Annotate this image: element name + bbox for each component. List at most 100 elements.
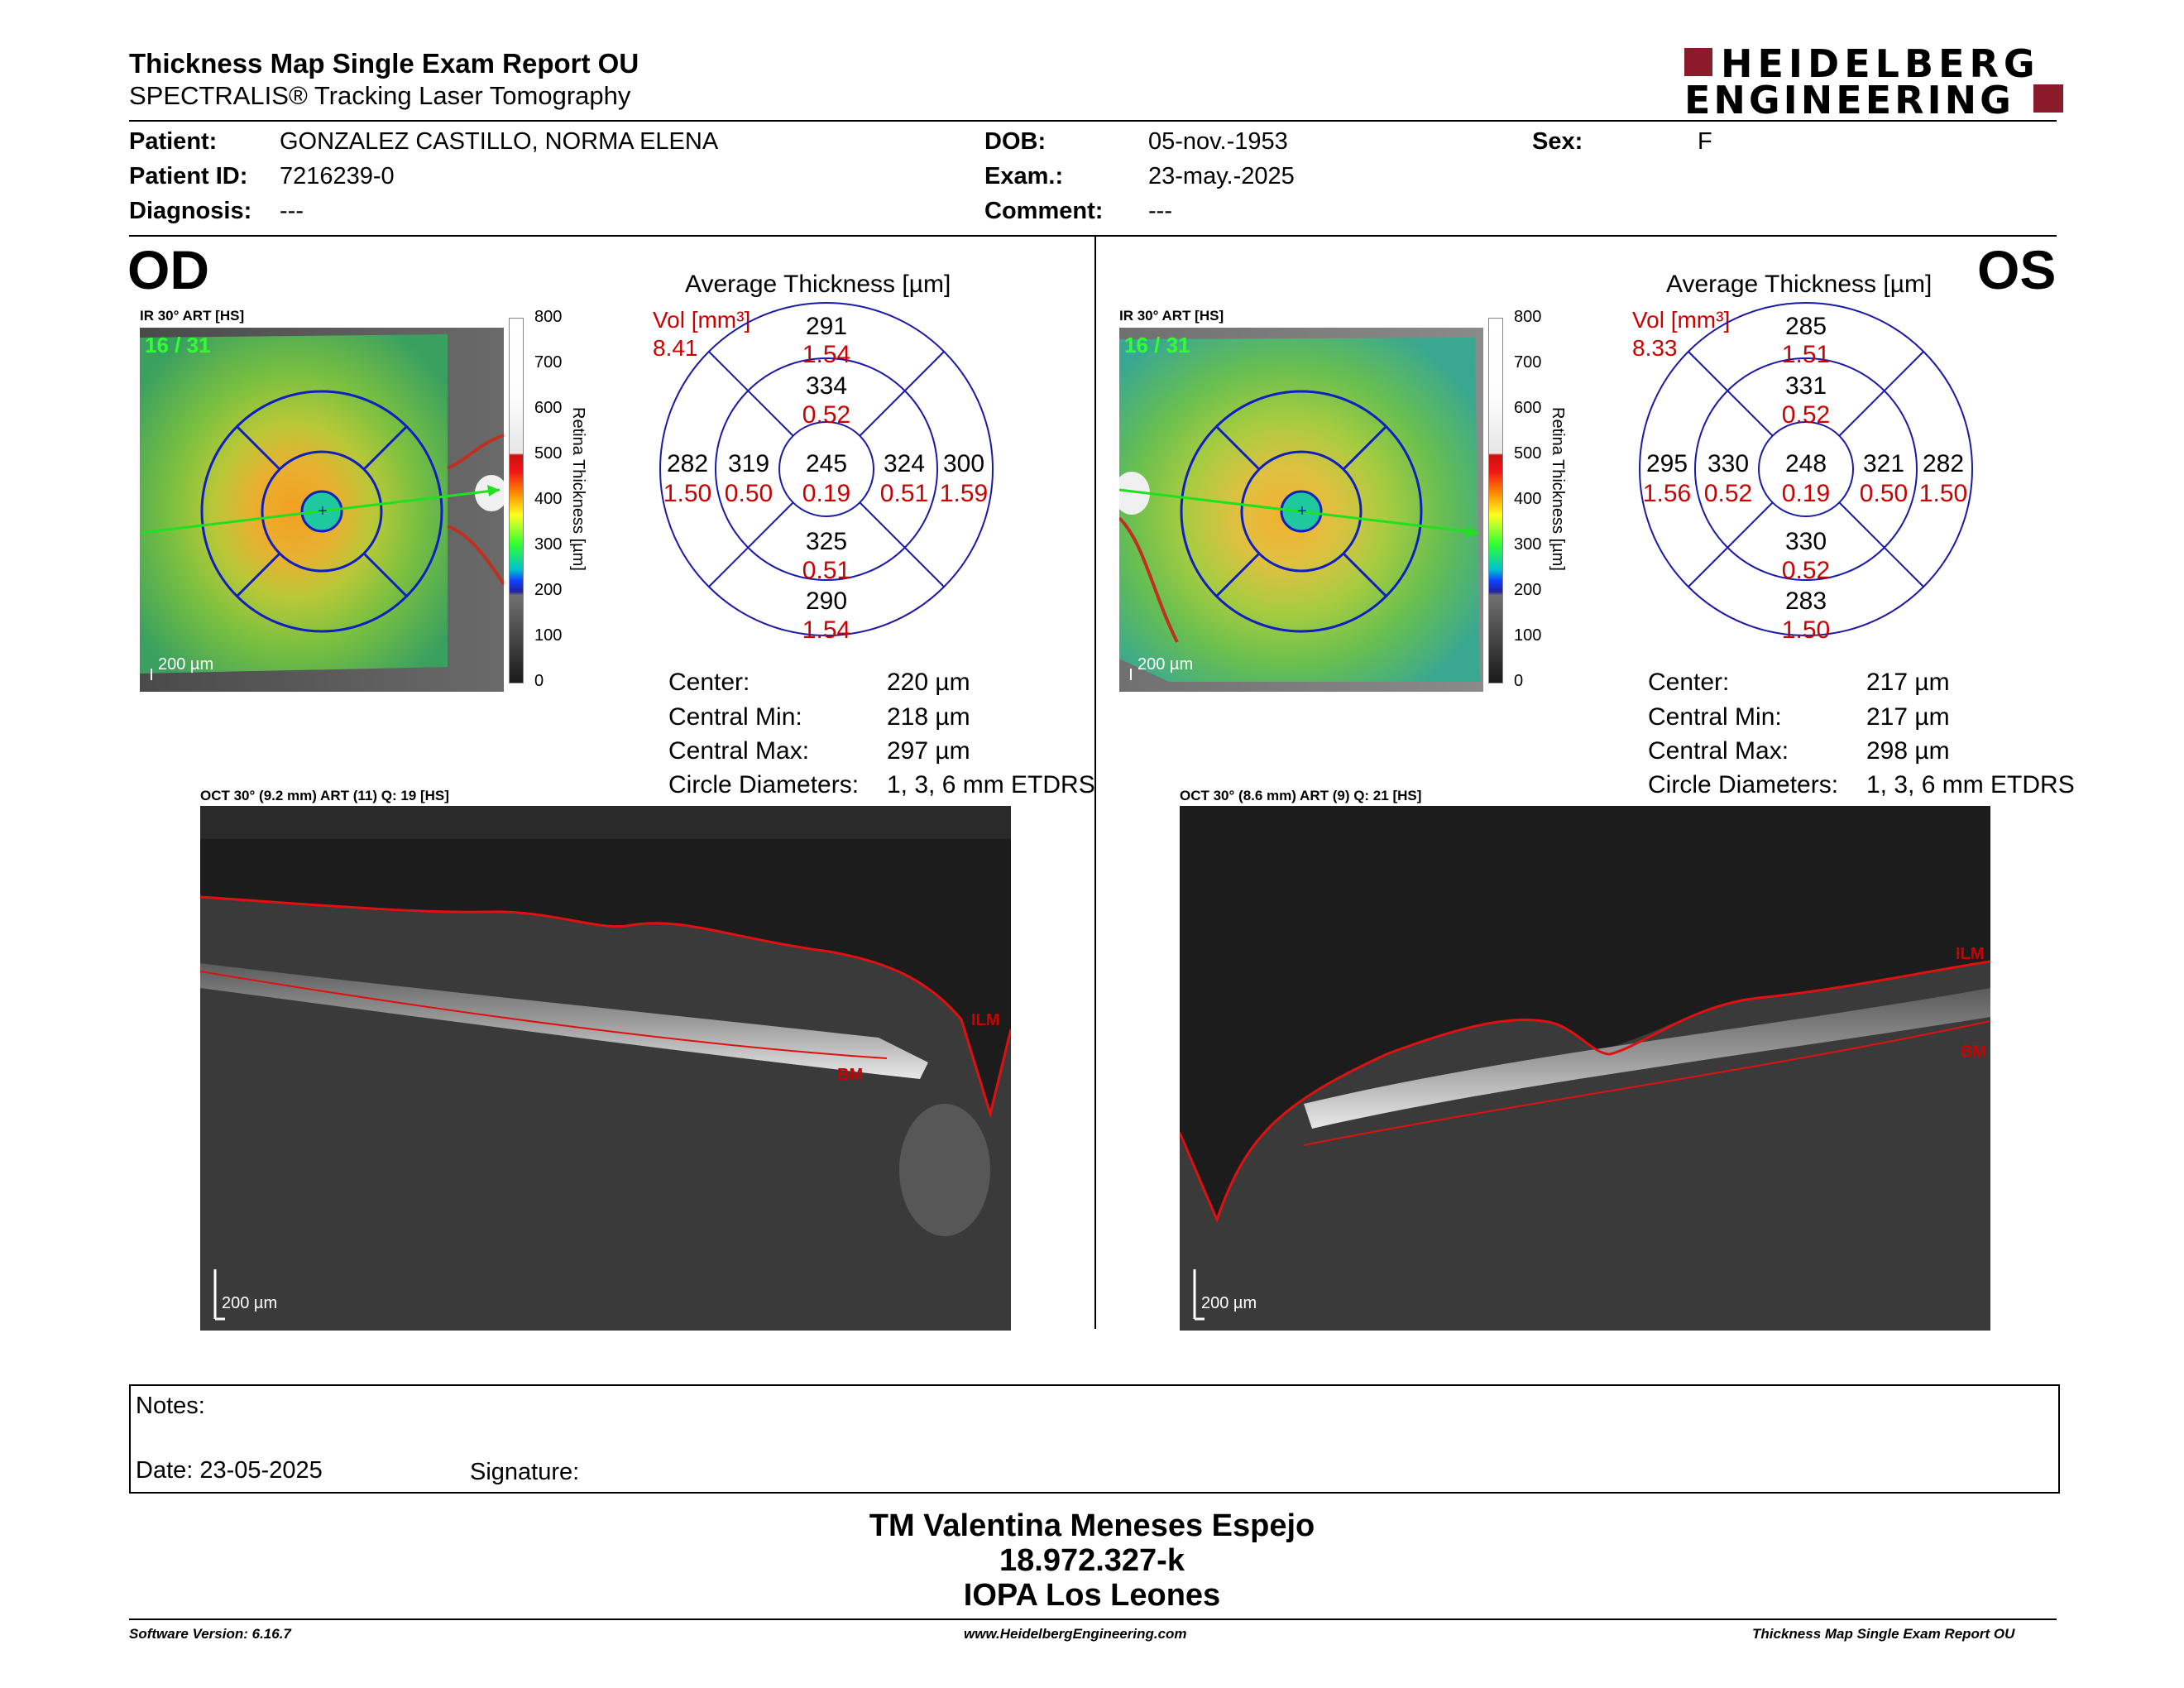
- cbar-tick: 700: [1514, 353, 1542, 372]
- od-inner-top: 334: [805, 372, 848, 400]
- website-link[interactable]: www.HeidelbergEngineering.com: [964, 1626, 1187, 1642]
- od-outer-bottom-vol: 1.54: [802, 616, 851, 644]
- logo-block-right: [2033, 84, 2063, 113]
- od-vol-label: Vol [mm³]: [653, 307, 751, 333]
- dob-value: 05-nov.-1953: [1148, 128, 1288, 155]
- os-scan-line: [1119, 488, 1480, 535]
- od-outer-left: 282: [666, 450, 709, 477]
- od-center-label: Center:: [668, 669, 750, 696]
- os-etdrs-grid: [1639, 302, 1973, 636]
- os-avg-title: Average Thickness [µm]: [1666, 271, 1933, 298]
- os-center-value: 217 µm: [1866, 669, 1950, 696]
- os-vol-label: Vol [mm³]: [1632, 307, 1731, 333]
- diagnosis-label: Diagnosis:: [129, 198, 252, 224]
- os-oct-caption: OCT 30° (8.6 mm) ART (9) Q: 21 [HS]: [1180, 788, 1422, 803]
- signer-name: TM Valentina Meneses Espejo: [869, 1508, 1315, 1543]
- os-outer-bottom-vol: 1.50: [1781, 616, 1831, 644]
- os-outer-top: 285: [1784, 313, 1827, 340]
- od-bm-label: BM: [837, 1066, 864, 1084]
- logo-block-left: [1684, 48, 1712, 76]
- od-ir-caption: IR 30° ART [HS]: [140, 308, 245, 324]
- od-center-vol: 0.19: [802, 480, 851, 507]
- comment-label: Comment:: [984, 198, 1104, 224]
- od-cmax-value: 297 µm: [887, 737, 970, 765]
- od-outer-top: 291: [805, 313, 848, 340]
- cbar-tick: 600: [1514, 399, 1542, 417]
- exam-label: Exam.:: [984, 163, 1064, 189]
- od-inner-bottom-vol: 0.51: [802, 557, 851, 584]
- od-center: 245: [805, 450, 848, 477]
- os-diam-label: Circle Diameters:: [1648, 771, 1839, 798]
- os-inner-bottom: 330: [1784, 528, 1827, 555]
- exam-date: 23-may.-2025: [1148, 163, 1295, 189]
- notes-date: Date: 23-05-2025: [136, 1457, 323, 1484]
- signer-institution: IOPA Los Leones: [963, 1578, 1221, 1613]
- eye-divider: [1094, 237, 1096, 1329]
- cbar-tick: 100: [534, 626, 563, 645]
- od-oct-scale: 200 µm: [222, 1294, 278, 1312]
- patient-label: Patient:: [129, 128, 218, 155]
- patient-name: GONZALEZ CASTILLO, NORMA ELENA: [280, 128, 719, 155]
- cbar-tick: 0: [1514, 672, 1524, 690]
- comment-value: ---: [1148, 198, 1172, 224]
- os-map-scale: 200 µm: [1138, 655, 1194, 674]
- od-oct-caption: OCT 30° (9.2 mm) ART (11) Q: 19 [HS]: [200, 788, 449, 803]
- notes-label: Notes:: [136, 1393, 205, 1419]
- os-inner-right-vol: 0.50: [1859, 480, 1909, 507]
- od-inner-right: 324: [883, 450, 926, 477]
- os-colorbar: [1488, 318, 1503, 683]
- cbar-tick: 100: [1514, 626, 1542, 645]
- od-center-cross-icon: +: [318, 502, 328, 520]
- od-thickness-map[interactable]: + 16 / 31 200 µm: [140, 328, 504, 692]
- od-vessel-2: [447, 525, 504, 586]
- od-inner-top-vol: 0.52: [802, 401, 851, 429]
- os-vol-value: 8.33: [1632, 335, 1678, 361]
- od-oct-bscan[interactable]: ILM BM 200 µm: [200, 806, 1011, 1331]
- report-subtitle: SPECTRALIS® Tracking Laser Tomography: [129, 81, 631, 110]
- od-outer-right-vol: 1.59: [939, 480, 989, 507]
- od-avg-title: Average Thickness [µm]: [685, 271, 951, 298]
- signer-rut: 18.972.327-k: [999, 1543, 1185, 1578]
- cbar-tick: 700: [534, 353, 563, 372]
- patient-id: 7216239-0: [280, 163, 395, 189]
- od-eye-label: OD: [127, 239, 209, 300]
- os-ilm-line: [1180, 960, 1990, 1224]
- notes-box[interactable]: Notes: Date: 23-05-2025 Signature:: [129, 1384, 2060, 1494]
- os-outer-right-vol: 1.50: [1918, 480, 1968, 507]
- od-outer-right: 300: [942, 450, 985, 477]
- os-cmin-value: 217 µm: [1866, 703, 1950, 731]
- od-outer-left-vol: 1.50: [663, 480, 712, 507]
- cbar-tick: 500: [1514, 444, 1542, 463]
- os-oct-svg: [1180, 806, 1990, 1331]
- os-ilm-label: ILM: [1956, 945, 1985, 963]
- od-ring-outer: [200, 390, 443, 633]
- sex-value: F: [1698, 128, 1712, 155]
- software-version: Software Version: 6.16.7: [129, 1626, 291, 1642]
- os-oct-scale: 200 µm: [1201, 1294, 1257, 1312]
- os-center: 248: [1784, 450, 1827, 477]
- od-map-svg: +: [140, 328, 504, 692]
- os-cmax-value: 298 µm: [1866, 737, 1950, 765]
- sex-label: Sex:: [1532, 128, 1583, 155]
- os-center-cross-icon: +: [1297, 502, 1307, 520]
- od-inner-left: 319: [727, 450, 770, 477]
- os-center-label: Center:: [1648, 669, 1730, 696]
- report-title: Thickness Map Single Exam Report OU: [129, 48, 639, 79]
- od-vol-value: 8.41: [653, 335, 698, 361]
- od-vessel: [447, 434, 504, 470]
- os-thickness-map[interactable]: + 16 / 31 200 µm: [1119, 328, 1483, 692]
- os-inner-right: 321: [1862, 450, 1905, 477]
- cbar-tick: 200: [534, 581, 563, 599]
- diagnosis-value: ---: [280, 198, 304, 224]
- os-cmin-label: Central Min:: [1648, 703, 1782, 731]
- os-outer-left-vol: 1.56: [1642, 480, 1692, 507]
- cbar-tick: 400: [534, 490, 563, 508]
- od-scan-line: [140, 488, 500, 535]
- os-inner-bottom-vol: 0.52: [1781, 557, 1831, 584]
- header-divider: [129, 120, 2057, 122]
- os-diam-value: 1, 3, 6 mm ETDRS: [1866, 771, 2075, 798]
- os-frame-counter: 16 / 31: [1124, 333, 1190, 357]
- cbar-tick: 300: [534, 535, 563, 554]
- footer-report-name: Thickness Map Single Exam Report OU: [1752, 1626, 2015, 1642]
- os-oct-bscan[interactable]: ILM BM 200 µm: [1180, 806, 1990, 1331]
